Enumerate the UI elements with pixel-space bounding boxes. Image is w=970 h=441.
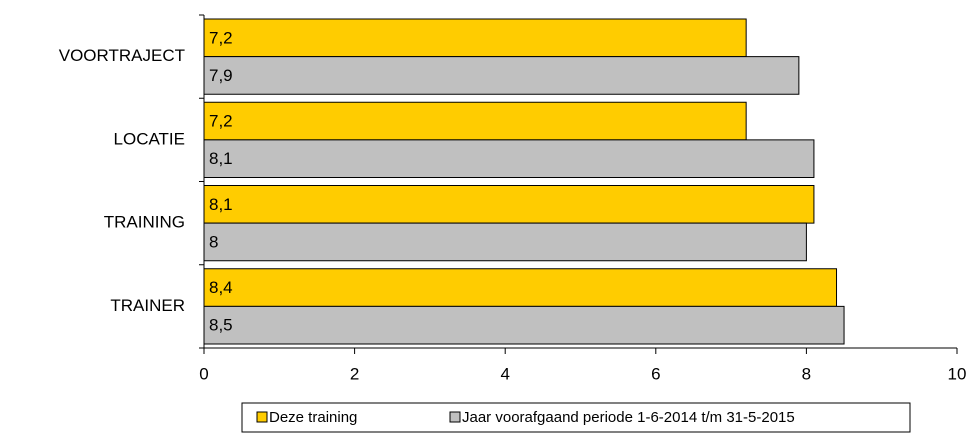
bar — [203, 101, 747, 141]
legend-swatch — [449, 411, 461, 423]
x-tick-label: 0 — [199, 364, 208, 383]
bar-label: 8 — [209, 232, 218, 251]
legend-box — [241, 402, 911, 433]
y-tick-label: VOORTRAJECT — [59, 46, 185, 65]
x-tick-label: 2 — [350, 364, 359, 383]
bar — [203, 139, 815, 178]
y-tick-label: TRAINER — [110, 296, 185, 315]
bar — [203, 222, 807, 262]
x-tick-label: 6 — [651, 364, 660, 383]
bar — [203, 56, 800, 95]
legend-swatch — [256, 411, 268, 423]
bar — [203, 18, 747, 58]
y-tick-label: TRAINING — [104, 213, 185, 232]
bar-label: 8,1 — [209, 149, 233, 168]
bar-label: 8,1 — [209, 195, 233, 214]
bar — [203, 268, 838, 307]
legend-label: Deze training — [269, 409, 357, 426]
x-tick-label: 10 — [948, 364, 967, 383]
bar — [203, 305, 845, 345]
bar-label: 8,5 — [209, 316, 233, 335]
bar-label: 7,9 — [209, 66, 233, 85]
bar-label: 8,4 — [209, 278, 233, 297]
legend-label: Jaar voorafgaand periode 1-6-2014 t/m 31… — [462, 409, 795, 426]
bar-label: 7,2 — [209, 112, 233, 131]
x-tick-label: 8 — [802, 364, 811, 383]
x-tick-label: 4 — [500, 364, 509, 383]
bar — [203, 185, 815, 224]
bar-label: 7,2 — [209, 28, 233, 47]
y-tick-label: LOCATIE — [114, 129, 185, 148]
